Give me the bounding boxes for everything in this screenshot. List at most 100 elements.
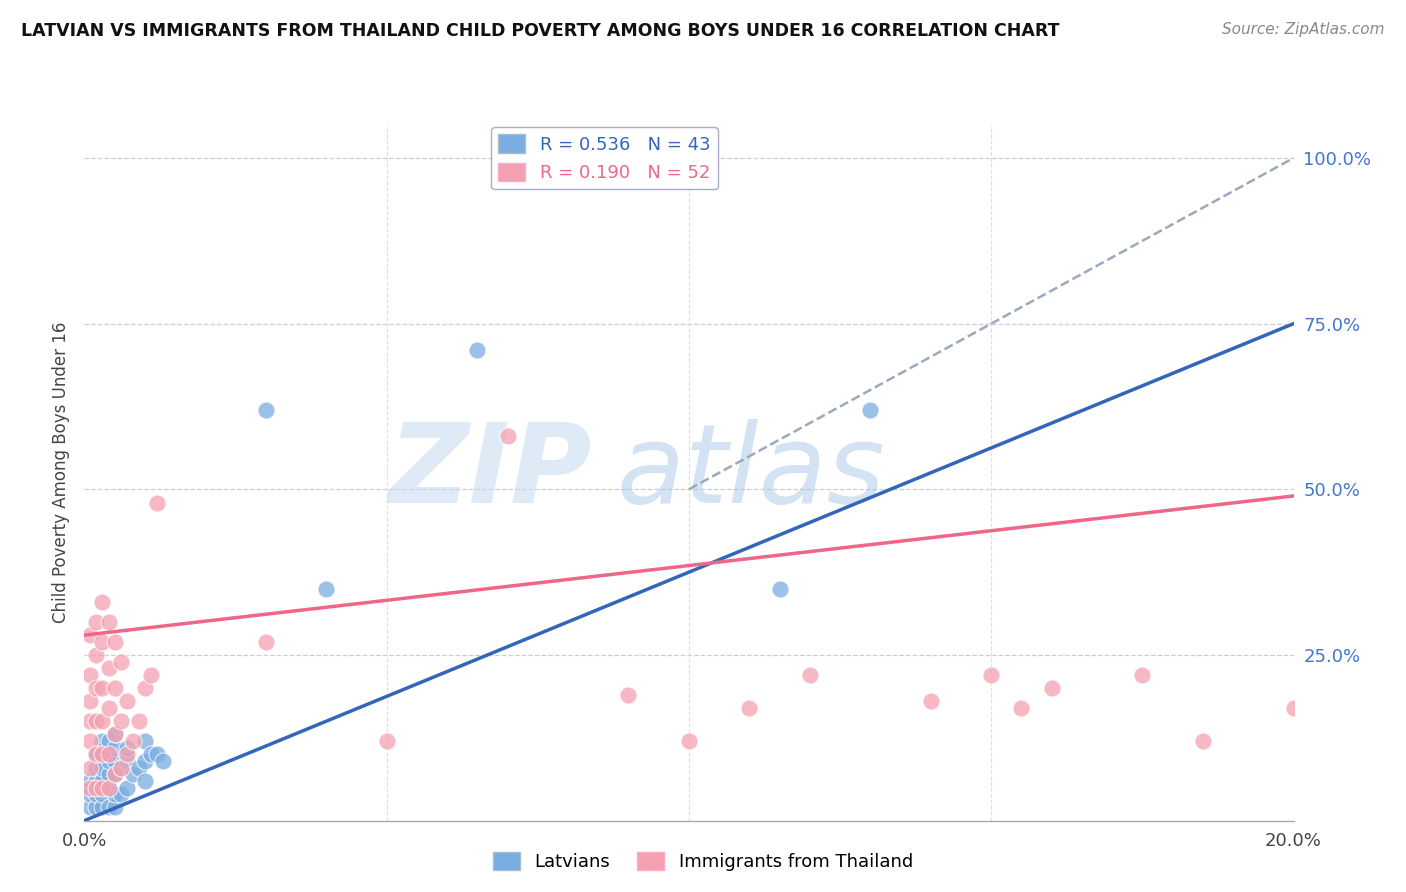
Point [91,747,114,762]
Point [104,767,127,781]
Point [86,714,108,729]
Point [97,780,120,795]
Point [139,668,162,682]
Point [104,787,127,801]
Point [104,754,127,768]
Point [115,780,138,795]
Point [86,761,108,775]
Point [79,761,101,775]
Point [86,800,108,814]
Point [97,780,120,795]
Point [254,634,277,648]
Point [1010,701,1032,715]
Point [79,787,101,801]
Point [86,787,108,801]
Point [139,747,162,762]
Point [86,747,108,762]
Point [467,343,489,358]
Point [104,767,127,781]
Point [134,773,156,788]
Text: atlas: atlas [616,419,884,526]
Point [134,754,156,768]
Point [97,661,120,675]
Point [128,714,150,729]
Point [104,740,127,755]
Point [920,694,942,708]
Point [97,734,120,748]
Point [91,780,114,795]
Point [496,429,519,443]
Point [91,773,114,788]
Point [146,747,169,762]
Legend: R = 0.536   N = 43, R = 0.190   N = 52: R = 0.536 N = 43, R = 0.190 N = 52 [491,127,717,189]
Point [91,761,114,775]
Point [91,800,114,814]
Point [859,402,882,417]
Point [79,694,101,708]
Point [110,714,132,729]
Point [91,734,114,748]
Point [91,787,114,801]
Point [254,402,277,417]
Point [79,628,101,642]
Point [110,787,132,801]
Point [115,740,138,755]
Point [79,714,101,729]
Point [104,681,127,695]
Point [91,714,114,729]
Point [152,754,174,768]
Point [110,655,132,669]
Y-axis label: Child Poverty Among Boys Under 16: Child Poverty Among Boys Under 16 [52,322,70,624]
Point [617,688,640,702]
Point [91,595,114,609]
Point [97,615,120,629]
Point [1040,681,1063,695]
Point [97,767,120,781]
Point [91,747,114,762]
Legend: Latvians, Immigrants from Thailand: Latvians, Immigrants from Thailand [485,845,921,879]
Point [115,747,138,762]
Point [1130,668,1153,682]
Point [86,681,108,695]
Point [79,800,101,814]
Point [104,634,127,648]
Point [86,615,108,629]
Text: Source: ZipAtlas.com: Source: ZipAtlas.com [1222,22,1385,37]
Point [799,668,821,682]
Text: ZIP: ZIP [388,419,592,526]
Point [91,634,114,648]
Point [104,727,127,741]
Point [115,694,138,708]
Point [79,734,101,748]
Point [110,761,132,775]
Point [91,681,114,695]
Point [86,648,108,662]
Point [110,761,132,775]
Point [79,668,101,682]
Point [1282,701,1305,715]
Point [738,701,761,715]
Point [678,734,700,748]
Point [86,780,108,795]
Point [79,773,101,788]
Point [769,582,792,596]
Point [97,754,120,768]
Point [97,701,120,715]
Point [134,734,156,748]
Point [104,800,127,814]
Point [104,727,127,741]
Point [121,734,143,748]
Point [97,800,120,814]
Point [86,773,108,788]
Point [980,668,1002,682]
Point [128,761,150,775]
Point [375,734,398,748]
Point [1191,734,1213,748]
Point [134,681,156,695]
Point [121,767,143,781]
Text: LATVIAN VS IMMIGRANTS FROM THAILAND CHILD POVERTY AMONG BOYS UNDER 16 CORRELATIO: LATVIAN VS IMMIGRANTS FROM THAILAND CHIL… [21,22,1060,40]
Point [86,747,108,762]
Point [146,495,169,509]
Point [115,754,138,768]
Point [315,582,337,596]
